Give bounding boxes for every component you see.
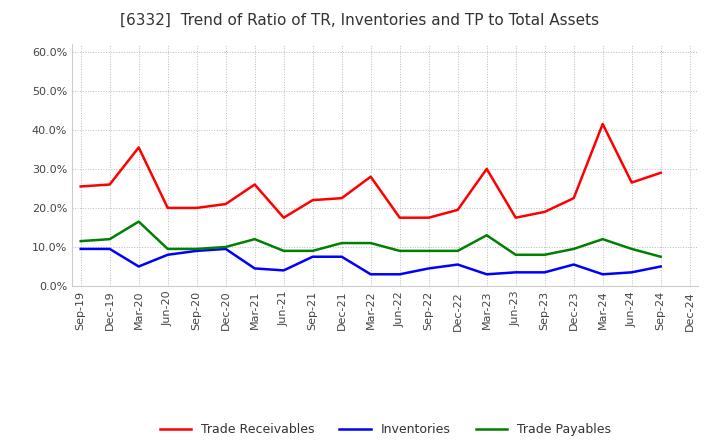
Trade Receivables xyxy=(251,182,259,187)
Inventories xyxy=(163,252,172,257)
Trade Receivables xyxy=(135,145,143,150)
Trade Receivables xyxy=(308,198,317,203)
Trade Payables xyxy=(251,237,259,242)
Line: Trade Payables: Trade Payables xyxy=(81,222,661,257)
Inventories xyxy=(338,254,346,259)
Trade Payables xyxy=(570,246,578,252)
Inventories xyxy=(192,248,201,253)
Trade Receivables xyxy=(570,195,578,201)
Inventories xyxy=(454,262,462,267)
Inventories xyxy=(251,266,259,271)
Trade Payables xyxy=(657,254,665,259)
Trade Payables xyxy=(105,237,114,242)
Line: Inventories: Inventories xyxy=(81,249,661,274)
Trade Payables xyxy=(163,246,172,252)
Inventories xyxy=(541,270,549,275)
Trade Payables xyxy=(221,244,230,249)
Trade Payables xyxy=(308,248,317,253)
Inventories xyxy=(395,271,404,277)
Trade Receivables xyxy=(454,207,462,213)
Trade Receivables xyxy=(221,202,230,207)
Trade Payables xyxy=(395,248,404,253)
Inventories xyxy=(424,266,433,271)
Inventories xyxy=(627,270,636,275)
Trade Payables xyxy=(598,237,607,242)
Inventories xyxy=(221,246,230,252)
Trade Receivables xyxy=(105,182,114,187)
Trade Receivables xyxy=(627,180,636,185)
Trade Receivables xyxy=(279,215,288,220)
Trade Receivables xyxy=(541,209,549,214)
Trade Receivables xyxy=(657,170,665,176)
Trade Receivables xyxy=(338,195,346,201)
Trade Receivables xyxy=(424,215,433,220)
Trade Receivables xyxy=(76,184,85,189)
Inventories xyxy=(279,268,288,273)
Trade Payables xyxy=(482,233,491,238)
Legend: Trade Receivables, Inventories, Trade Payables: Trade Receivables, Inventories, Trade Pa… xyxy=(155,418,616,440)
Trade Payables xyxy=(541,252,549,257)
Trade Receivables xyxy=(482,166,491,172)
Trade Payables xyxy=(338,240,346,246)
Trade Receivables xyxy=(192,205,201,211)
Trade Receivables xyxy=(366,174,375,180)
Text: [6332]  Trend of Ratio of TR, Inventories and TP to Total Assets: [6332] Trend of Ratio of TR, Inventories… xyxy=(120,13,600,28)
Inventories xyxy=(308,254,317,259)
Inventories xyxy=(570,262,578,267)
Trade Payables xyxy=(627,246,636,252)
Inventories xyxy=(76,246,85,252)
Inventories xyxy=(105,246,114,252)
Trade Payables xyxy=(192,246,201,252)
Inventories xyxy=(657,264,665,269)
Trade Payables xyxy=(135,219,143,224)
Inventories xyxy=(135,264,143,269)
Line: Trade Receivables: Trade Receivables xyxy=(81,124,661,218)
Trade Payables xyxy=(76,238,85,244)
Trade Receivables xyxy=(511,215,520,220)
Trade Payables xyxy=(424,248,433,253)
Inventories xyxy=(482,271,491,277)
Trade Receivables xyxy=(163,205,172,211)
Inventories xyxy=(511,270,520,275)
Trade Payables xyxy=(511,252,520,257)
Trade Receivables xyxy=(598,121,607,127)
Trade Payables xyxy=(366,240,375,246)
Trade Receivables xyxy=(395,215,404,220)
Trade Payables xyxy=(454,248,462,253)
Inventories xyxy=(598,271,607,277)
Inventories xyxy=(366,271,375,277)
Trade Payables xyxy=(279,248,288,253)
